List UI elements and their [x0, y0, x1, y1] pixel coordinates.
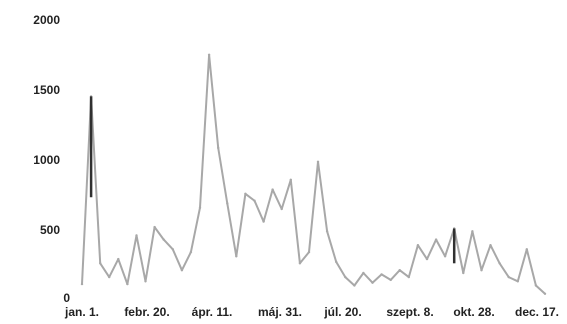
data-point: [180, 269, 184, 272]
data-point: [353, 284, 356, 287]
y-tick-label: 500: [40, 223, 60, 237]
data-point: [389, 278, 392, 282]
data-point: [207, 53, 211, 56]
data-point: [498, 262, 501, 265]
x-tick-label: jan. 1.: [64, 305, 99, 319]
data-point: [217, 146, 220, 150]
data-point: [280, 207, 283, 211]
data-point: [99, 262, 102, 265]
data-point: [516, 280, 519, 283]
data-point: [344, 275, 347, 279]
y-axis: 2000 1500 1000 500 0: [33, 13, 70, 305]
data-point: [307, 250, 311, 254]
data-point: [543, 292, 547, 295]
y-tick-label: 2000: [33, 13, 60, 27]
data-point: [471, 230, 474, 233]
x-tick-label: máj. 31.: [258, 305, 302, 319]
x-tick-label: dec. 17.: [515, 305, 559, 319]
x-tick-label: febr. 20.: [124, 305, 169, 319]
data-point: [525, 248, 528, 251]
y-tick-label: 1500: [33, 83, 60, 97]
data-point: [271, 188, 274, 191]
data-point: [244, 192, 247, 195]
data-point: [189, 250, 193, 254]
y-tick-label: 1000: [33, 153, 60, 167]
data-point: [162, 238, 165, 241]
data-point: [507, 275, 510, 279]
data-point: [198, 206, 202, 209]
plot-area: [80, 53, 547, 295]
data-point: [117, 257, 120, 261]
data-point: [126, 282, 129, 286]
x-axis: jan. 1. febr. 20. ápr. 11. máj. 31. júl.…: [64, 305, 559, 319]
data-point: [325, 230, 329, 233]
data-point: [407, 275, 410, 279]
data-point: [380, 273, 383, 276]
x-tick-label: szept. 8.: [386, 305, 433, 319]
data-point: [135, 234, 138, 237]
data-point: [371, 281, 374, 284]
y-tick-label: 0: [63, 291, 70, 305]
data-point: [434, 238, 438, 241]
x-tick-label: ápr. 11.: [192, 305, 233, 319]
data-point: [362, 271, 365, 275]
data-point: [443, 255, 447, 258]
data-point: [253, 199, 256, 202]
data-point: [316, 160, 320, 163]
data-point: [480, 269, 483, 272]
data-point: [235, 255, 238, 258]
data-point: [144, 280, 147, 283]
data-point: [80, 282, 84, 286]
data-point: [289, 178, 292, 181]
data-point: [108, 275, 111, 279]
data-point: [416, 244, 420, 247]
data-point: [171, 248, 174, 251]
data-point: [425, 257, 429, 261]
data-point: [262, 220, 265, 223]
data-point: [226, 202, 229, 205]
x-tick-label: júl. 20.: [323, 305, 361, 319]
data-point: [398, 269, 401, 272]
data-point: [462, 271, 465, 275]
series-line: [81, 53, 546, 295]
x-tick-label: okt. 28.: [453, 305, 494, 319]
data-point: [153, 225, 156, 229]
data-point: [489, 244, 492, 247]
data-point: [534, 284, 538, 287]
data-point: [298, 262, 302, 265]
data-point: [335, 260, 338, 264]
